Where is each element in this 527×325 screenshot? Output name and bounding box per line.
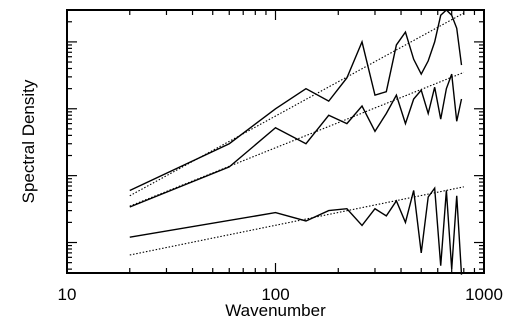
x-tick-label: 10 bbox=[58, 285, 77, 304]
y-axis-title: Spectral Density bbox=[19, 79, 38, 203]
fit-line-3 bbox=[129, 186, 464, 256]
spectrum-line-3 bbox=[129, 186, 463, 275]
x-tick-label: 100 bbox=[261, 285, 289, 304]
plot-area-frame bbox=[66, 9, 485, 274]
spectrum-line-2 bbox=[129, 73, 463, 208]
x-tick-label: 1000 bbox=[465, 285, 503, 304]
spectrum-line-1 bbox=[129, 9, 463, 192]
x-axis-title: Wavenumber bbox=[225, 301, 326, 320]
fit-line-1 bbox=[129, 12, 465, 197]
